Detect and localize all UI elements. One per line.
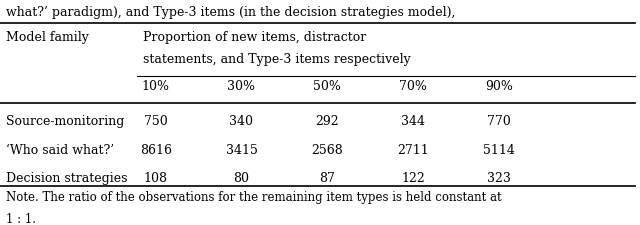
Text: 90%: 90% bbox=[485, 80, 513, 93]
Text: Note. The ratio of the observations for the remaining item types is held constan: Note. The ratio of the observations for … bbox=[6, 191, 502, 204]
Text: 108: 108 bbox=[143, 172, 168, 185]
Text: 3415: 3415 bbox=[225, 144, 257, 157]
Text: ‘Who said what?’: ‘Who said what?’ bbox=[6, 144, 115, 157]
Text: 2711: 2711 bbox=[397, 144, 429, 157]
Text: Model family: Model family bbox=[6, 31, 89, 44]
Text: 340: 340 bbox=[230, 115, 253, 128]
Text: 344: 344 bbox=[401, 115, 425, 128]
Text: 5114: 5114 bbox=[483, 144, 515, 157]
Text: Proportion of new items, distractor: Proportion of new items, distractor bbox=[143, 31, 366, 44]
Text: 770: 770 bbox=[487, 115, 511, 128]
Text: 122: 122 bbox=[401, 172, 425, 185]
Text: 87: 87 bbox=[319, 172, 335, 185]
Text: 50%: 50% bbox=[314, 80, 341, 93]
Text: 2568: 2568 bbox=[312, 144, 343, 157]
Text: 80: 80 bbox=[234, 172, 250, 185]
Text: 292: 292 bbox=[316, 115, 339, 128]
Text: Source-monitoring: Source-monitoring bbox=[6, 115, 125, 128]
Text: 323: 323 bbox=[487, 172, 511, 185]
Text: 8616: 8616 bbox=[140, 144, 172, 157]
Text: 1 : 1.: 1 : 1. bbox=[6, 213, 36, 225]
Text: what?’ paradigm), and Type-3 items (in the decision strategies model),: what?’ paradigm), and Type-3 items (in t… bbox=[6, 6, 456, 19]
Text: 30%: 30% bbox=[227, 80, 255, 93]
Text: statements, and Type-3 items respectively: statements, and Type-3 items respectivel… bbox=[143, 53, 411, 66]
Text: 10%: 10% bbox=[141, 80, 170, 93]
Text: 70%: 70% bbox=[399, 80, 427, 93]
Text: Decision strategies: Decision strategies bbox=[6, 172, 128, 185]
Text: 750: 750 bbox=[144, 115, 168, 128]
